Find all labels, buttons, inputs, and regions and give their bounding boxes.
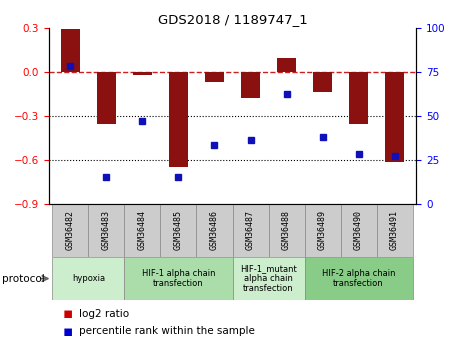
Text: GSM36490: GSM36490	[354, 210, 363, 250]
Bar	[232, 257, 305, 300]
Bar	[240, 72, 260, 98]
Text: GSM36482: GSM36482	[66, 210, 75, 250]
Text: ▪: ▪	[63, 324, 73, 339]
Text: GSM36484: GSM36484	[138, 210, 147, 250]
Bar	[205, 72, 225, 82]
Bar	[53, 204, 88, 257]
Text: percentile rank within the sample: percentile rank within the sample	[79, 326, 255, 336]
Bar	[312, 72, 332, 92]
Bar	[349, 72, 368, 125]
Text: GSM36491: GSM36491	[390, 210, 399, 250]
Bar	[160, 204, 197, 257]
Bar	[305, 204, 340, 257]
Text: GSM36489: GSM36489	[318, 210, 327, 250]
Text: protocol: protocol	[2, 274, 45, 284]
Bar	[232, 204, 268, 257]
Text: GSM36483: GSM36483	[102, 210, 111, 250]
Bar	[53, 257, 125, 300]
Bar	[340, 204, 377, 257]
Bar	[125, 204, 160, 257]
Title: GDS2018 / 1189747_1: GDS2018 / 1189747_1	[158, 13, 307, 27]
Bar	[169, 72, 188, 167]
Bar	[125, 257, 232, 300]
Text: GSM36488: GSM36488	[282, 210, 291, 250]
Text: GSM36486: GSM36486	[210, 210, 219, 250]
Bar	[133, 72, 153, 75]
Bar	[88, 204, 125, 257]
Text: hypoxia: hypoxia	[72, 274, 105, 283]
Bar	[277, 58, 296, 72]
Bar	[97, 72, 116, 125]
Text: log2 ratio: log2 ratio	[79, 309, 129, 319]
Text: GSM36487: GSM36487	[246, 210, 255, 250]
Text: HIF-1 alpha chain
transfection: HIF-1 alpha chain transfection	[142, 269, 215, 288]
Text: ▪: ▪	[63, 306, 73, 322]
Text: GSM36485: GSM36485	[174, 210, 183, 250]
Text: HIF-2 alpha chain
transfection: HIF-2 alpha chain transfection	[322, 269, 395, 288]
Bar	[60, 29, 80, 72]
Text: HIF-1_mutant
alpha chain
transfection: HIF-1_mutant alpha chain transfection	[240, 264, 297, 294]
Bar	[268, 204, 305, 257]
Bar	[197, 204, 232, 257]
Bar	[305, 257, 412, 300]
Bar	[377, 204, 412, 257]
Bar	[385, 72, 405, 162]
